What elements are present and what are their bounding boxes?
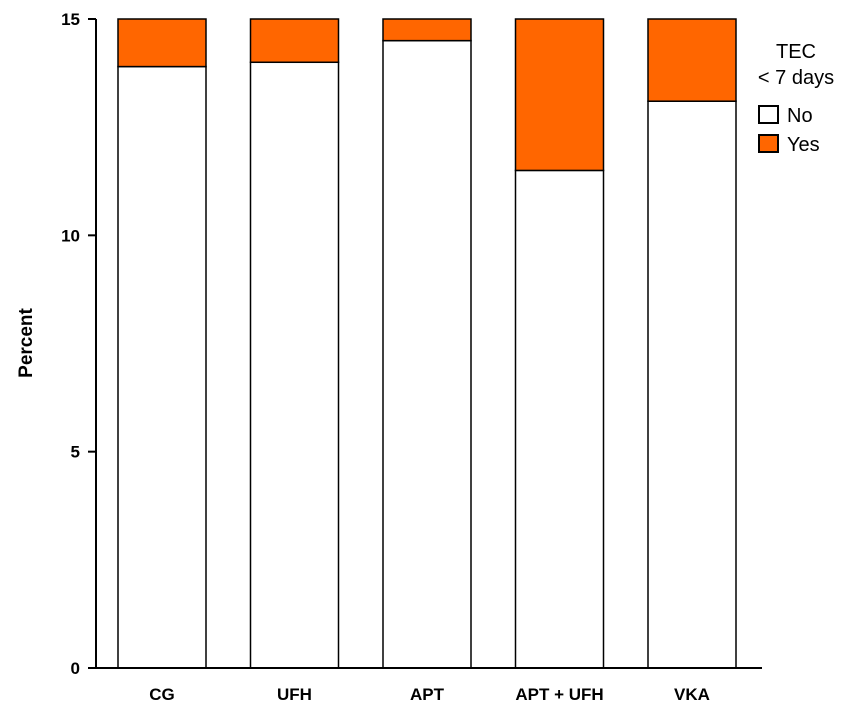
legend-swatch-yes [758,134,779,153]
bar-no-3 [514,169,605,669]
bar-yes-1 [249,18,340,64]
x-category-label: VKA [674,685,710,704]
legend-swatch-no [758,105,779,124]
bar-no-2 [382,39,472,669]
x-category-label: APT + UFH [515,685,603,704]
y-tick-label: 10 [61,226,80,245]
bars-group [117,18,737,669]
bar-no-4 [647,100,737,669]
bar-yes-4 [647,18,737,102]
legend-label-yes: Yes [787,134,820,156]
legend-title-line2: < 7 days [758,67,834,89]
bar-yes-0 [117,18,207,68]
bar-yes-2 [382,18,472,42]
y-tick-label: 5 [71,443,80,462]
y-tick-label: 0 [71,659,80,678]
legend-label-no: No [787,105,813,127]
bar-no-1 [249,61,340,669]
bar-no-0 [117,65,207,669]
y-axis-title: Percent [16,307,37,377]
legend-title-line1: TEC [776,41,816,63]
bar-yes-3 [514,18,605,172]
x-category-label: UFH [277,685,312,704]
y-ticks-group: 0 5 10 15 [61,10,96,678]
y-tick-label: 15 [61,10,80,29]
x-category-label: CG [149,685,175,704]
x-category-label: APT [410,685,445,704]
legend: TEC < 7 days No Yes [758,41,834,156]
x-labels-group: CG UFH APT APT + UFH VKA [149,685,710,704]
